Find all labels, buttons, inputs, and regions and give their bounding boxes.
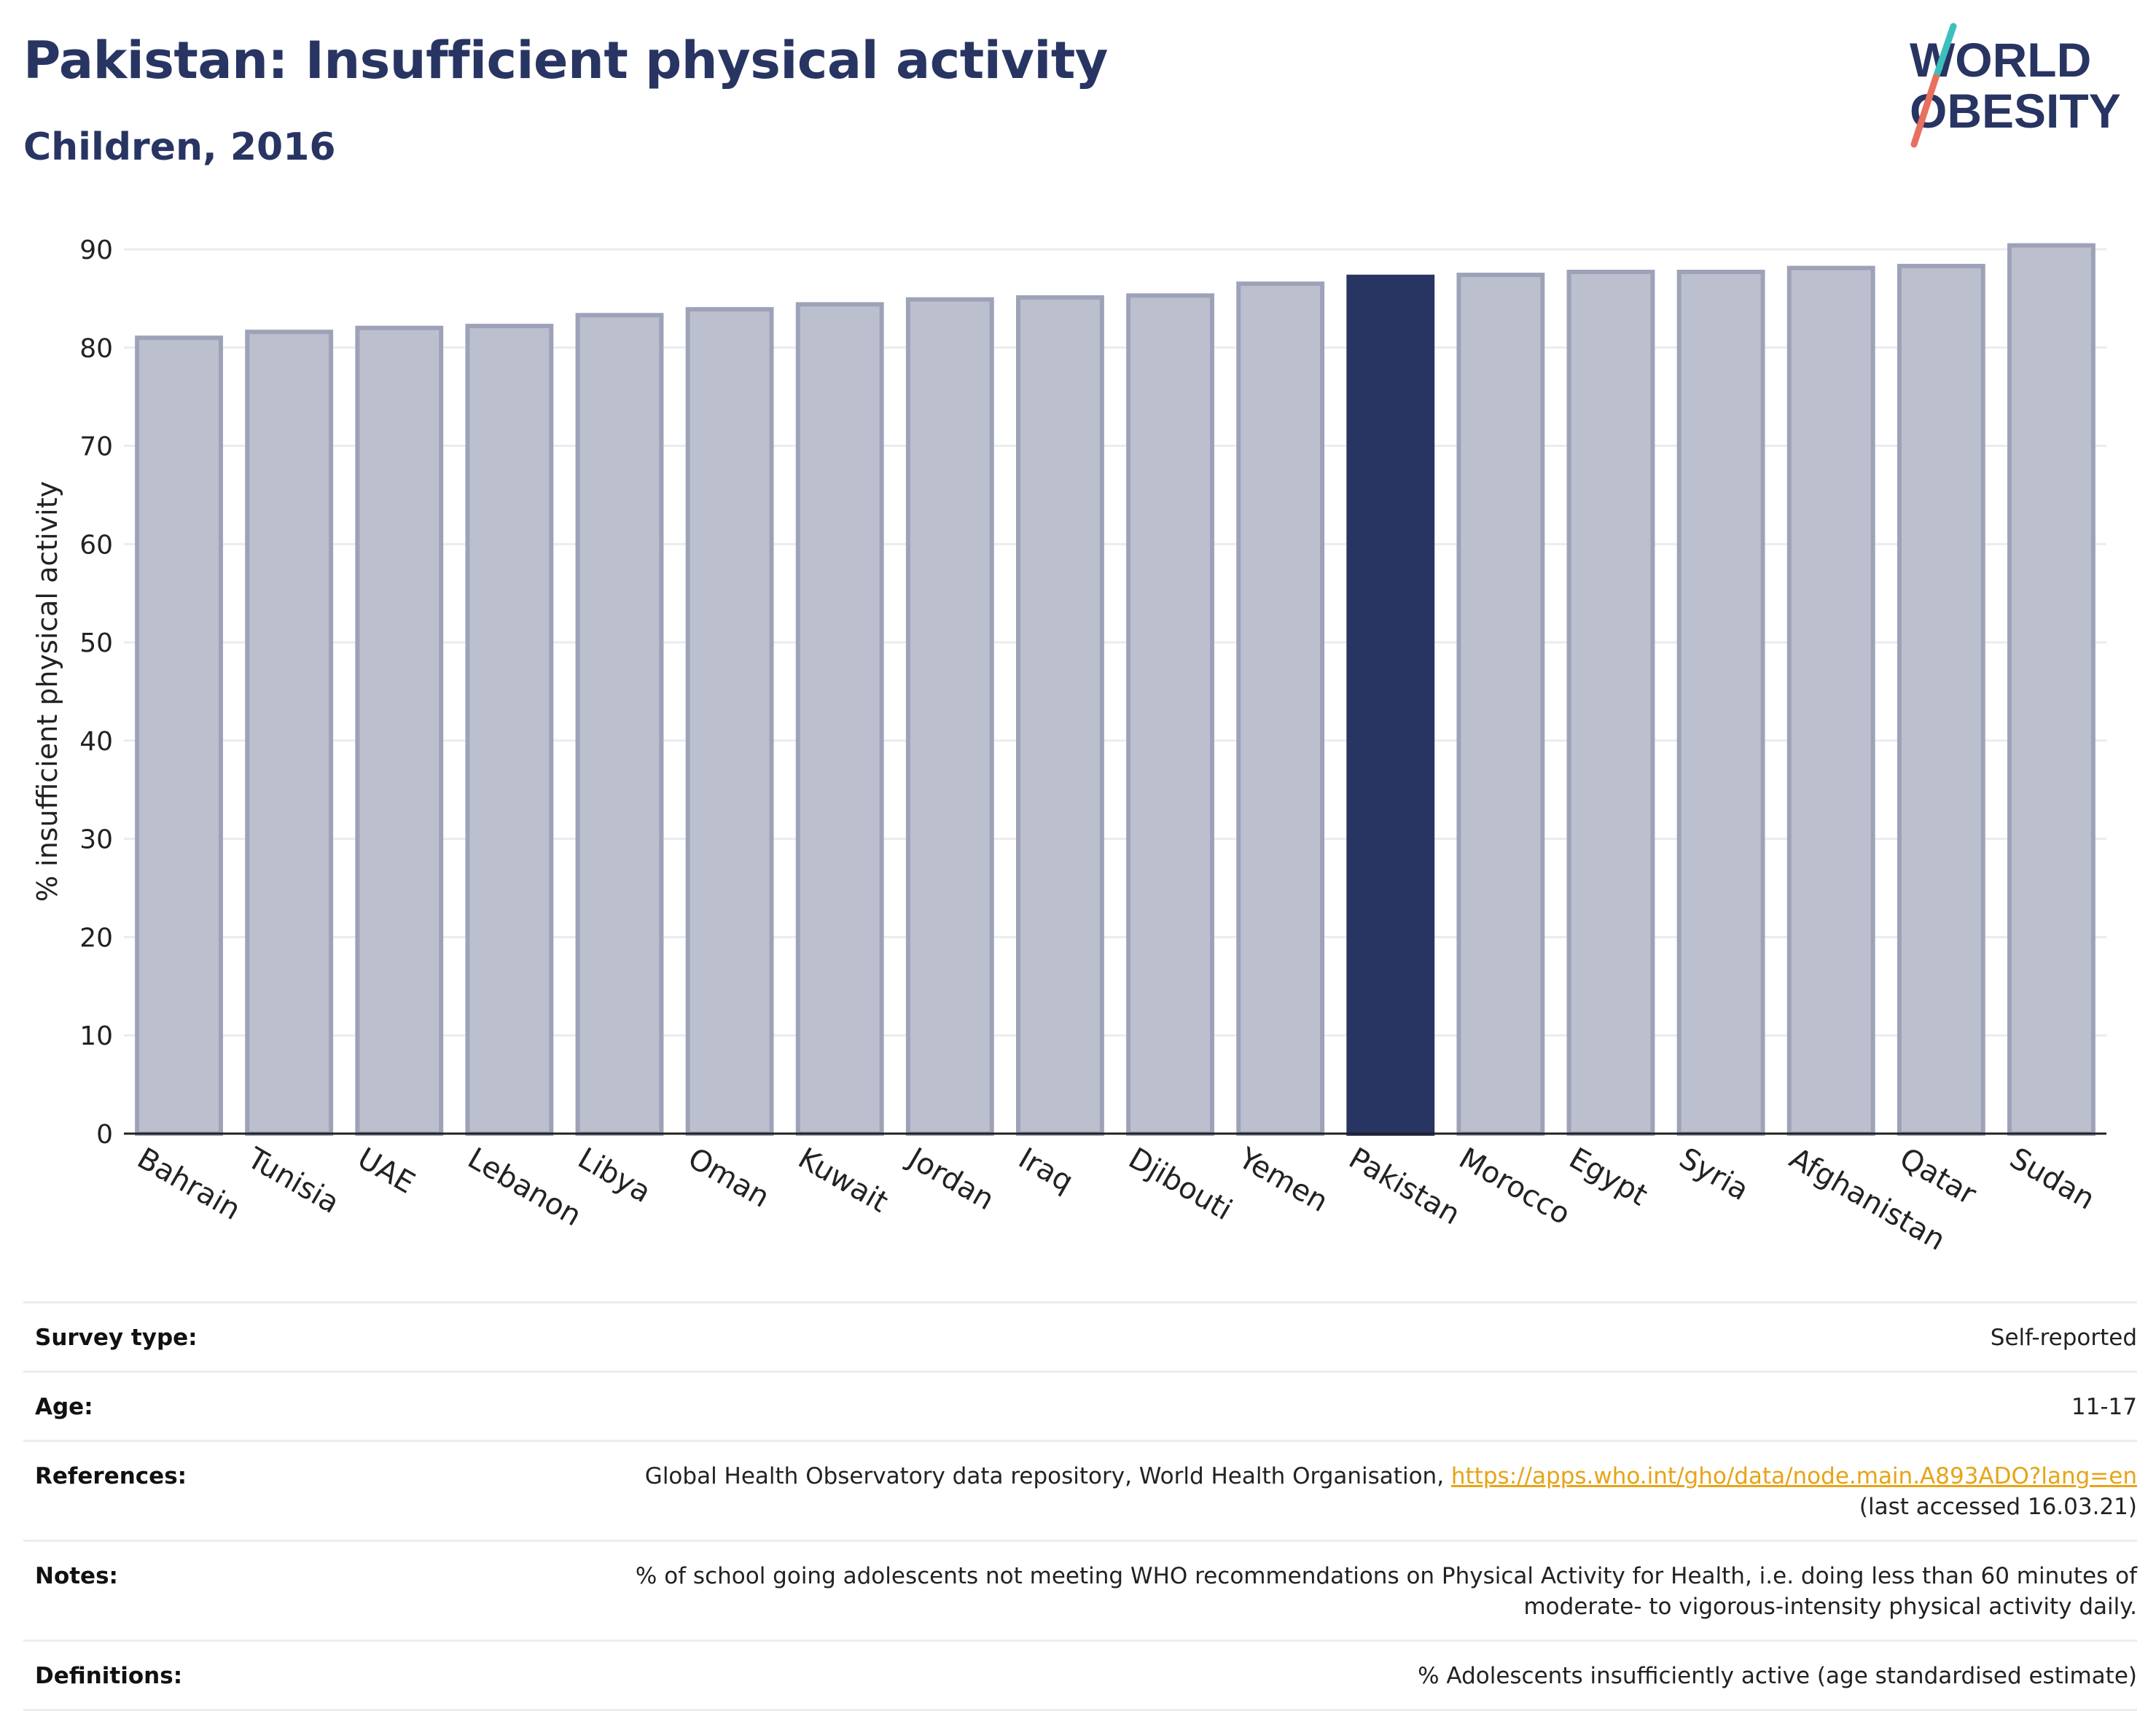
x-tick-label: Kuwait bbox=[792, 1142, 894, 1220]
y-tick-label: 70 bbox=[79, 432, 113, 462]
y-tick-label: 90 bbox=[79, 235, 113, 265]
bar-iraq bbox=[1016, 295, 1104, 1136]
reference-link[interactable]: https://apps.who.int/gho/data/node.main.… bbox=[1450, 1463, 2137, 1489]
bar-uae bbox=[355, 325, 444, 1136]
x-tick-label: Libya bbox=[572, 1142, 657, 1209]
reference-accessed: (last accessed 16.03.21) bbox=[1859, 1494, 2137, 1520]
bar-qatar bbox=[1897, 263, 1985, 1136]
y-tick-label: 40 bbox=[79, 727, 113, 757]
reference-text: Global Health Observatory data repositor… bbox=[644, 1463, 1445, 1489]
meta-row-references: References: Global Health Observatory da… bbox=[23, 1442, 2137, 1542]
x-tick-label: Pakistan bbox=[1343, 1142, 1466, 1232]
page-subtitle: Children, 2016 bbox=[23, 125, 336, 169]
x-tick-label: Tunisia bbox=[241, 1141, 345, 1220]
bar-pakistan bbox=[1346, 274, 1435, 1136]
meta-label: Definitions: bbox=[35, 1663, 183, 1689]
meta-label: Notes: bbox=[35, 1563, 118, 1589]
gridlines bbox=[124, 248, 2106, 1037]
bar-yemen bbox=[1236, 281, 1325, 1136]
x-tick-label: Lebanon bbox=[462, 1142, 587, 1233]
bar-sudan bbox=[2007, 243, 2096, 1137]
meta-row-age: Age: 11-17 bbox=[23, 1373, 2137, 1442]
meta-label: Survey type: bbox=[35, 1325, 198, 1351]
bar-oman bbox=[685, 307, 774, 1136]
meta-value: Self-reported bbox=[1990, 1325, 2137, 1351]
meta-value: Global Health Observatory data repositor… bbox=[645, 1461, 2137, 1522]
x-tick-label: Morocco bbox=[1453, 1142, 1576, 1232]
y-tick-label: 10 bbox=[79, 1021, 113, 1051]
bar-kuwait bbox=[795, 302, 884, 1136]
meta-row-survey-type: Survey type: Self-reported bbox=[23, 1303, 2137, 1373]
bars bbox=[135, 243, 2096, 1137]
metadata-table: Survey type: Self-reported Age: 11-17 Re… bbox=[23, 1301, 2137, 1711]
bar-libya bbox=[575, 313, 664, 1136]
world-obesity-logo: WORLD OBESITY bbox=[1910, 23, 2121, 148]
x-tick-label: Bahrain bbox=[132, 1142, 246, 1227]
y-axis-label: % insufficient physical activity bbox=[31, 481, 63, 902]
bar-egypt bbox=[1566, 269, 1655, 1136]
y-tick-labels: 0 10 20 30 40 50 60 70 80 90 bbox=[79, 235, 113, 1150]
x-tick-label: Egypt bbox=[1563, 1142, 1653, 1213]
y-tick-label: 50 bbox=[79, 628, 113, 658]
x-tick-label: Yemen bbox=[1233, 1141, 1334, 1219]
meta-label: Age: bbox=[35, 1394, 93, 1420]
notes-text: % of school going adolescents not meetin… bbox=[635, 1563, 2137, 1589]
bar-syria bbox=[1676, 269, 1765, 1136]
y-tick-label: 80 bbox=[79, 334, 113, 364]
notes-text-cont: moderate- to vigorous-intensity physical… bbox=[1523, 1594, 2137, 1620]
x-tick-label: Jordan bbox=[901, 1140, 1000, 1217]
svg-text:OBESITY: OBESITY bbox=[1910, 84, 2121, 138]
x-tick-label: Syria bbox=[1673, 1142, 1754, 1207]
meta-row-definitions: Definitions: % Adolescents insufficientl… bbox=[23, 1642, 2137, 1711]
meta-value: 11-17 bbox=[2071, 1394, 2137, 1420]
y-tick-label: 20 bbox=[79, 923, 113, 953]
bar-djibouti bbox=[1126, 293, 1214, 1136]
meta-value: % Adolescents insufficiently active (age… bbox=[1418, 1663, 2137, 1689]
page-title: Pakistan: Insufficient physical activity bbox=[23, 31, 1108, 90]
x-tick-label: Sudan bbox=[2004, 1142, 2100, 1217]
bar-morocco bbox=[1456, 273, 1545, 1136]
bar-lebanon bbox=[465, 324, 554, 1136]
bar-jordan bbox=[905, 297, 994, 1136]
x-tick-label: Oman bbox=[682, 1142, 775, 1215]
y-tick-label: 0 bbox=[96, 1120, 113, 1150]
x-tick-label: Qatar bbox=[1894, 1142, 1982, 1212]
meta-value: % of school going adolescents not meetin… bbox=[636, 1561, 2137, 1622]
x-tick-label: Iraq bbox=[1012, 1142, 1079, 1199]
y-tick-label: 30 bbox=[79, 825, 113, 855]
x-tick-label: UAE bbox=[352, 1142, 421, 1201]
meta-row-notes: Notes: % of school going adolescents not… bbox=[23, 1542, 2137, 1642]
x-tick-label: Djibouti bbox=[1123, 1142, 1238, 1227]
y-tick-label: 60 bbox=[79, 530, 113, 560]
bar-afghanistan bbox=[1786, 265, 1875, 1136]
bar-tunisia bbox=[245, 330, 334, 1136]
bar-bahrain bbox=[135, 335, 223, 1136]
meta-label: References: bbox=[35, 1463, 187, 1489]
